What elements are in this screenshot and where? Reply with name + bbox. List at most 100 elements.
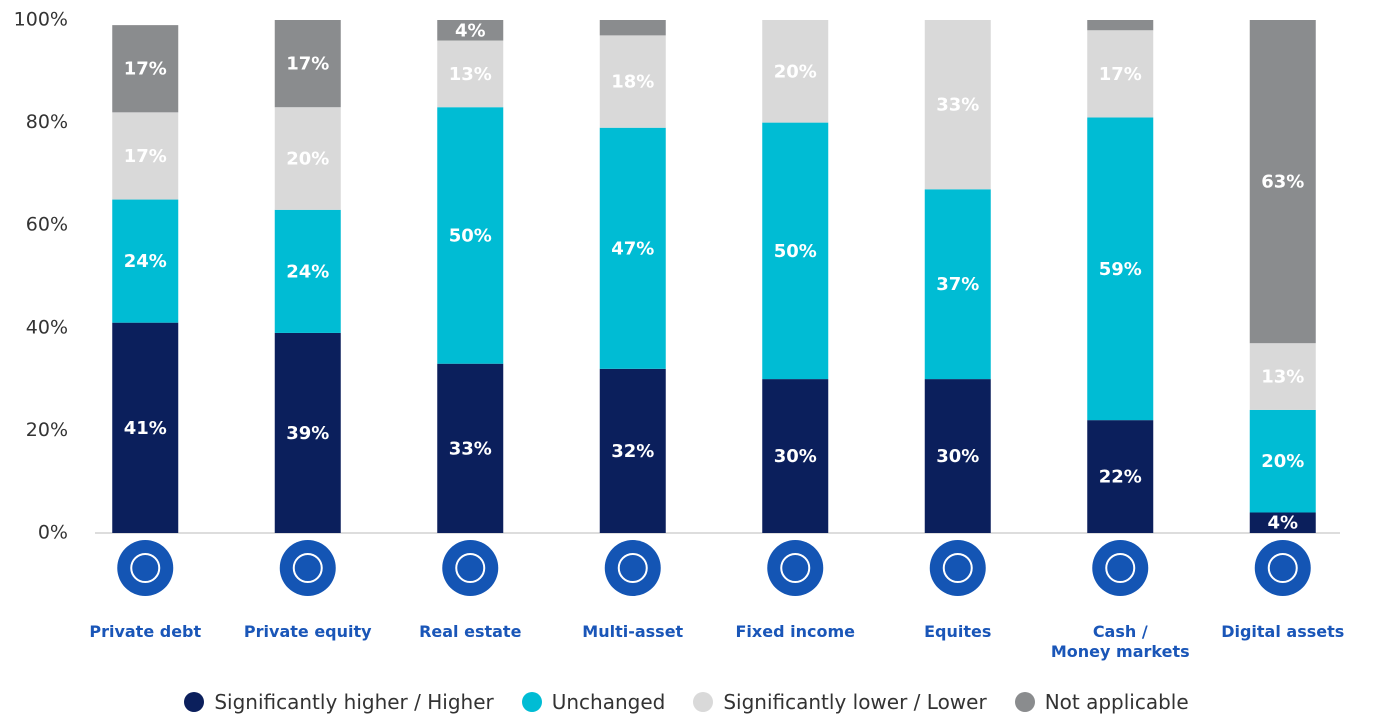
data-label: 20% xyxy=(774,61,817,82)
bar-segment xyxy=(924,20,991,190)
bar-segment xyxy=(112,25,179,113)
x-tick-label: Private debt xyxy=(89,622,202,641)
x-tick-label: Multi-asset xyxy=(582,622,684,641)
legend-item: Significantly higher / Higher xyxy=(184,690,494,714)
bar-segment xyxy=(1087,20,1154,31)
icon-glyph xyxy=(292,553,323,583)
legend: Significantly higher / Higher Unchanged Si… xyxy=(0,690,1373,714)
x-tick-label: Fixed income xyxy=(735,622,855,641)
icon-glyph xyxy=(1267,553,1298,583)
bar-segment xyxy=(762,379,829,533)
category-icon xyxy=(117,540,174,596)
icon-circle xyxy=(442,540,499,596)
bar-segment xyxy=(112,112,179,200)
data-label: 20% xyxy=(1261,451,1304,472)
legend-swatch xyxy=(184,692,205,712)
legend-swatch xyxy=(1014,692,1035,712)
data-label: 22% xyxy=(1099,467,1142,488)
data-label: 33% xyxy=(449,438,492,459)
bar-segment xyxy=(599,20,666,36)
bar-segment xyxy=(1249,20,1316,344)
legend-label: Not applicable xyxy=(1044,690,1189,714)
bar-segment xyxy=(599,127,666,369)
data-label: 4% xyxy=(1267,513,1298,534)
bar-segment xyxy=(1087,420,1154,533)
legend-swatch xyxy=(693,692,714,712)
bar-segment xyxy=(437,20,504,41)
bar-segment xyxy=(1087,117,1154,421)
data-label: 50% xyxy=(449,225,492,246)
x-tick-label: Private equity xyxy=(243,622,372,641)
data-label: 13% xyxy=(1261,367,1304,388)
icon-glyph xyxy=(1105,553,1136,583)
icon-glyph xyxy=(130,553,161,583)
x-tick-label: Cash / Money markets xyxy=(1050,622,1190,661)
bar-segment xyxy=(599,35,666,128)
x-tick-label: Real estate xyxy=(419,622,522,641)
legend-item: Significantly lower / Lower xyxy=(693,690,987,714)
icon-circle xyxy=(279,540,336,596)
y-tick-label: 60% xyxy=(26,214,68,236)
bar-segment xyxy=(112,199,179,323)
data-label: 17% xyxy=(124,59,167,80)
bar-segment xyxy=(274,20,341,108)
icon-circle xyxy=(1254,540,1311,596)
legend-label: Significantly higher / Higher xyxy=(214,690,494,714)
bar-segment xyxy=(437,107,504,364)
x-tick-label: Digital assets xyxy=(1221,622,1345,641)
data-label: 33% xyxy=(936,95,979,116)
y-tick-label: 40% xyxy=(26,316,68,338)
legend-label: Significantly lower / Lower xyxy=(723,690,987,714)
data-label: 4% xyxy=(455,20,486,41)
icon-circle xyxy=(117,540,174,596)
bar-segment xyxy=(762,122,829,380)
category-icon xyxy=(1092,540,1149,596)
data-label: 30% xyxy=(936,446,979,467)
data-label: 59% xyxy=(1099,259,1142,280)
data-label: 37% xyxy=(936,274,979,295)
bar-segment xyxy=(599,368,666,533)
data-label: 17% xyxy=(1099,64,1142,85)
data-label: 50% xyxy=(774,241,817,262)
category-icon xyxy=(442,540,499,596)
icon-glyph xyxy=(942,553,973,583)
data-label: 17% xyxy=(124,146,167,167)
data-label: 47% xyxy=(611,238,654,259)
data-label: 24% xyxy=(286,261,329,282)
data-label: 63% xyxy=(1261,172,1304,193)
data-label: 20% xyxy=(286,149,329,170)
chart: 0% 20% 40% 60% 80% 100% 41% 24% 17% 17% 39% 24% 20% 1… xyxy=(14,9,1340,596)
bar-segment xyxy=(1087,30,1154,118)
bar-segment xyxy=(437,363,504,533)
category-icon xyxy=(1254,540,1311,596)
icon-glyph xyxy=(455,553,486,583)
category-icon xyxy=(604,540,661,596)
bar-segment xyxy=(274,332,341,533)
icon-glyph xyxy=(780,553,811,583)
bar-segment xyxy=(437,40,504,108)
bar-segment xyxy=(274,209,341,333)
data-label: 24% xyxy=(124,251,167,272)
y-tick-label: 100% xyxy=(14,9,68,31)
bar-segment xyxy=(112,322,179,533)
data-label: 39% xyxy=(286,423,329,444)
category-icon xyxy=(929,540,986,596)
legend-swatch xyxy=(521,692,542,712)
data-label: 13% xyxy=(449,64,492,85)
legend-label: Unchanged xyxy=(551,690,666,714)
data-label: 18% xyxy=(611,72,654,93)
bar-segment xyxy=(1249,409,1316,513)
category-icon xyxy=(279,540,336,596)
data-label: 30% xyxy=(774,446,817,467)
category-icon xyxy=(767,540,824,596)
bar-segment xyxy=(762,20,829,123)
bar-segment xyxy=(1249,512,1316,533)
data-label: 32% xyxy=(611,441,654,462)
data-label: 41% xyxy=(124,418,167,439)
data-label: 17% xyxy=(286,54,329,75)
icon-circle xyxy=(929,540,986,596)
y-tick-label: 0% xyxy=(38,522,68,544)
icon-circle xyxy=(1092,540,1149,596)
icon-circle xyxy=(604,540,661,596)
